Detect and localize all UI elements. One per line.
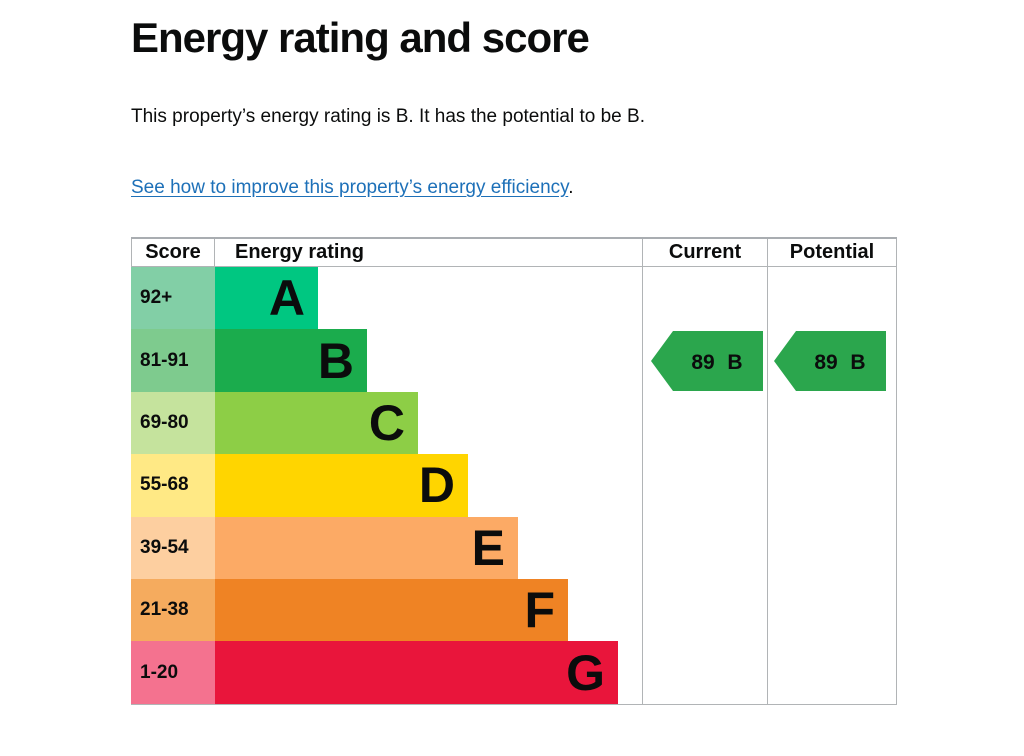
band-letter-bar: B bbox=[215, 329, 367, 392]
band-row-c: 69-80 C bbox=[131, 391, 642, 455]
band-score-range: 69-80 bbox=[131, 391, 215, 455]
band-letter-bar: F bbox=[215, 578, 568, 642]
bands-container: 92+ A 81-91 B 69-80 C 55-68 D 39-54 E 21… bbox=[131, 267, 642, 704]
band-letter-bar: G bbox=[215, 641, 618, 704]
chart-header-row: Score Energy rating Current Potential bbox=[131, 237, 897, 267]
svg-text:B: B bbox=[850, 351, 865, 374]
header-potential: Potential bbox=[767, 239, 897, 266]
band-letter-bar: A bbox=[215, 267, 318, 330]
link-suffix: . bbox=[568, 177, 574, 198]
band-letter-bar: C bbox=[215, 391, 418, 455]
svg-text:B: B bbox=[727, 351, 742, 374]
left-arrow-shape bbox=[651, 331, 763, 392]
band-row-g: 1-20 G bbox=[131, 641, 642, 704]
svg-text:89: 89 bbox=[814, 351, 837, 374]
chart-body: 92+ A 81-91 B 69-80 C 55-68 D 39-54 E 21… bbox=[131, 267, 897, 705]
intro-text: This property’s energy rating is B. It h… bbox=[131, 106, 645, 127]
band-score-range: 92+ bbox=[131, 267, 215, 330]
band-letter-bar: E bbox=[215, 516, 518, 579]
epc-page: Energy rating and score This property’s … bbox=[131, 14, 1024, 705]
current-column: 89 B bbox=[642, 267, 767, 704]
potential-rating-arrow: 89 B bbox=[774, 331, 886, 392]
header-current: Current bbox=[642, 239, 767, 266]
page-title: Energy rating and score bbox=[131, 14, 590, 61]
header-energy-rating: Energy rating bbox=[235, 241, 364, 263]
band-score-range: 39-54 bbox=[131, 516, 215, 579]
band-score-range: 21-38 bbox=[131, 578, 215, 642]
band-row-d: 55-68 D bbox=[131, 454, 642, 517]
band-row-a: 92+ A bbox=[131, 267, 642, 330]
band-score-range: 55-68 bbox=[131, 454, 215, 517]
left-arrow-shape bbox=[774, 331, 886, 392]
current-rating-arrow: 89 B bbox=[651, 331, 763, 392]
band-score-range: 81-91 bbox=[131, 329, 215, 392]
band-row-f: 21-38 F bbox=[131, 578, 642, 642]
svg-text:89: 89 bbox=[691, 351, 714, 374]
band-row-b: 81-91 B bbox=[131, 329, 642, 392]
header-score: Score bbox=[131, 239, 215, 266]
band-score-range: 1-20 bbox=[131, 641, 215, 704]
energy-rating-chart: Score Energy rating Current Potential 92… bbox=[131, 237, 897, 705]
band-row-e: 39-54 E bbox=[131, 516, 642, 579]
improve-link[interactable]: See how to improve this property’s energ… bbox=[131, 177, 569, 198]
band-letter-bar: D bbox=[215, 454, 468, 517]
potential-column: 89 B bbox=[767, 267, 897, 704]
improve-link-line: See how to improve this property’s energ… bbox=[131, 175, 1024, 200]
